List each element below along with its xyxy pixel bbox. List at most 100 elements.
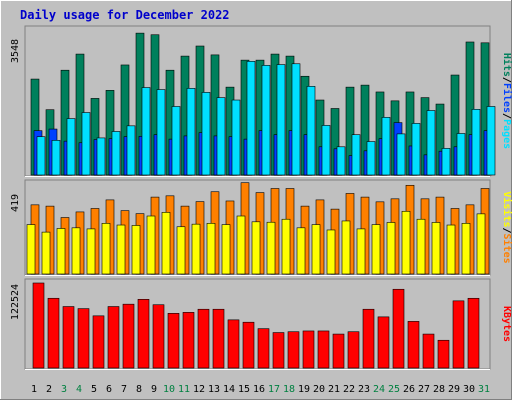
x-tick-day-20: 20 <box>313 384 325 395</box>
legend-bottom: KBytes <box>501 306 512 342</box>
bar-kbytes-day-4 <box>77 308 90 369</box>
bar-pages-day-4 <box>81 112 91 176</box>
bar-pages-day-19 <box>306 86 316 176</box>
bar-kbytes-day-7 <box>122 303 135 369</box>
x-tick-day-6: 6 <box>106 384 112 395</box>
bar-kbytes-day-30 <box>467 297 480 369</box>
x-tick-day-5: 5 <box>91 384 97 395</box>
bar-pages-day-18 <box>291 63 301 176</box>
bar-kbytes-day-28 <box>437 339 450 369</box>
x-tick-day-4: 4 <box>76 384 82 395</box>
x-tick-day-29: 29 <box>448 384 460 395</box>
x-tick-day-16: 16 <box>253 384 265 395</box>
bar-pages-day-11 <box>186 88 196 176</box>
x-tick-day-23: 23 <box>358 384 370 395</box>
bar-visits-day-29 <box>446 224 456 275</box>
bar-kbytes-day-18 <box>287 331 300 369</box>
bar-pages-day-8 <box>141 87 151 176</box>
x-tick-day-1: 1 <box>31 384 37 395</box>
bar-pages-day-3 <box>66 118 76 176</box>
bar-kbytes-day-25 <box>392 288 405 369</box>
x-tick-day-21: 21 <box>328 384 340 395</box>
bar-visits-day-8 <box>131 225 141 275</box>
bar-pages-day-16 <box>261 65 271 176</box>
bar-pages-day-17 <box>276 64 286 176</box>
x-tick-day-25: 25 <box>388 384 400 395</box>
bar-kbytes-day-13 <box>212 308 225 369</box>
x-tick-day-30: 30 <box>463 384 475 395</box>
bar-visits-day-3 <box>56 228 66 275</box>
x-tick-day-12: 12 <box>193 384 205 395</box>
bar-kbytes-day-15 <box>242 321 255 369</box>
bar-pages-day-27 <box>426 110 436 176</box>
bar-visits-day-10 <box>161 212 171 275</box>
y-max-label-bottom: 122524 <box>10 284 21 320</box>
bar-pages-day-20 <box>321 125 331 176</box>
bar-visits-day-7 <box>116 224 126 275</box>
bar-visits-day-22 <box>341 220 351 275</box>
bar-visits-day-17 <box>266 221 276 275</box>
bar-pages-day-25 <box>396 133 406 176</box>
bar-pages-day-30 <box>471 109 481 176</box>
legend-entry-top-4: Pages <box>501 119 512 149</box>
bar-visits-day-18 <box>281 218 291 275</box>
bar-pages-day-6 <box>111 131 121 176</box>
bar-pages-day-24 <box>381 117 391 176</box>
bar-visits-day-15 <box>236 215 246 275</box>
bar-kbytes-day-5 <box>92 315 105 369</box>
bar-visits-day-30 <box>461 223 471 275</box>
bar-pages-day-28 <box>441 148 451 176</box>
bar-visits-day-19 <box>296 227 306 275</box>
bar-pages-day-23 <box>366 141 376 176</box>
x-tick-day-22: 22 <box>343 384 355 395</box>
bar-kbytes-day-6 <box>107 306 120 369</box>
legend-entry-top-0: Hits <box>501 53 512 77</box>
bar-pages-day-29 <box>456 133 466 176</box>
bar-visits-day-11 <box>176 226 186 275</box>
bar-pages-day-14 <box>231 99 241 176</box>
bar-kbytes-day-27 <box>422 333 435 369</box>
y-max-label-middle: 419 <box>10 194 21 212</box>
bar-pages-day-21 <box>336 146 346 176</box>
x-axis-labels: 1 2 3 4 5 6 7 8 9 10 11 12 13 14 15 16 17 18 19 20 21 22 23 24 2… <box>31 384 490 395</box>
x-tick-day-18: 18 <box>283 384 295 395</box>
bar-pages-day-12 <box>201 92 211 176</box>
x-tick-day-2: 2 <box>46 384 52 395</box>
chart-title: Daily usage for December 2022 <box>20 8 230 22</box>
x-tick-day-28: 28 <box>433 384 445 395</box>
bar-visits-day-6 <box>101 223 111 275</box>
bar-visits-day-16 <box>251 221 261 275</box>
legend-middle: Visits/Sites <box>501 191 512 263</box>
bar-visits-day-13 <box>206 223 216 275</box>
x-tick-day-13: 13 <box>208 384 220 395</box>
bar-kbytes-day-26 <box>407 321 420 369</box>
x-tick-day-17: 17 <box>268 384 280 395</box>
bar-visits-day-27 <box>416 218 426 275</box>
legend-entry-top-2: Files <box>501 83 512 113</box>
bar-kbytes-day-20 <box>317 330 330 369</box>
x-tick-day-3: 3 <box>61 384 67 395</box>
x-tick-day-10: 10 <box>163 384 175 395</box>
bar-pages-day-22 <box>351 134 361 176</box>
x-tick-day-8: 8 <box>136 384 142 395</box>
bar-visits-day-23 <box>356 228 366 275</box>
legend-entry-middle-1: / <box>501 227 512 233</box>
x-tick-day-27: 27 <box>418 384 430 395</box>
y-max-label-top: 3548 <box>10 39 21 63</box>
x-tick-day-31: 31 <box>478 384 490 395</box>
legend-entry-top-1: / <box>501 77 512 83</box>
bar-kbytes-day-22 <box>347 331 360 369</box>
bar-kbytes-day-29 <box>452 300 465 369</box>
bar-kbytes-day-21 <box>332 333 345 369</box>
bar-visits-day-20 <box>311 224 321 275</box>
bar-kbytes-day-14 <box>227 319 240 369</box>
bar-pages-day-5 <box>96 137 106 176</box>
bar-visits-day-31 <box>476 213 486 275</box>
bar-visits-day-21 <box>326 229 336 275</box>
x-tick-day-24: 24 <box>373 384 385 395</box>
bar-pages-day-10 <box>171 106 181 176</box>
bar-kbytes-day-11 <box>182 312 195 369</box>
x-tick-day-9: 9 <box>151 384 157 395</box>
